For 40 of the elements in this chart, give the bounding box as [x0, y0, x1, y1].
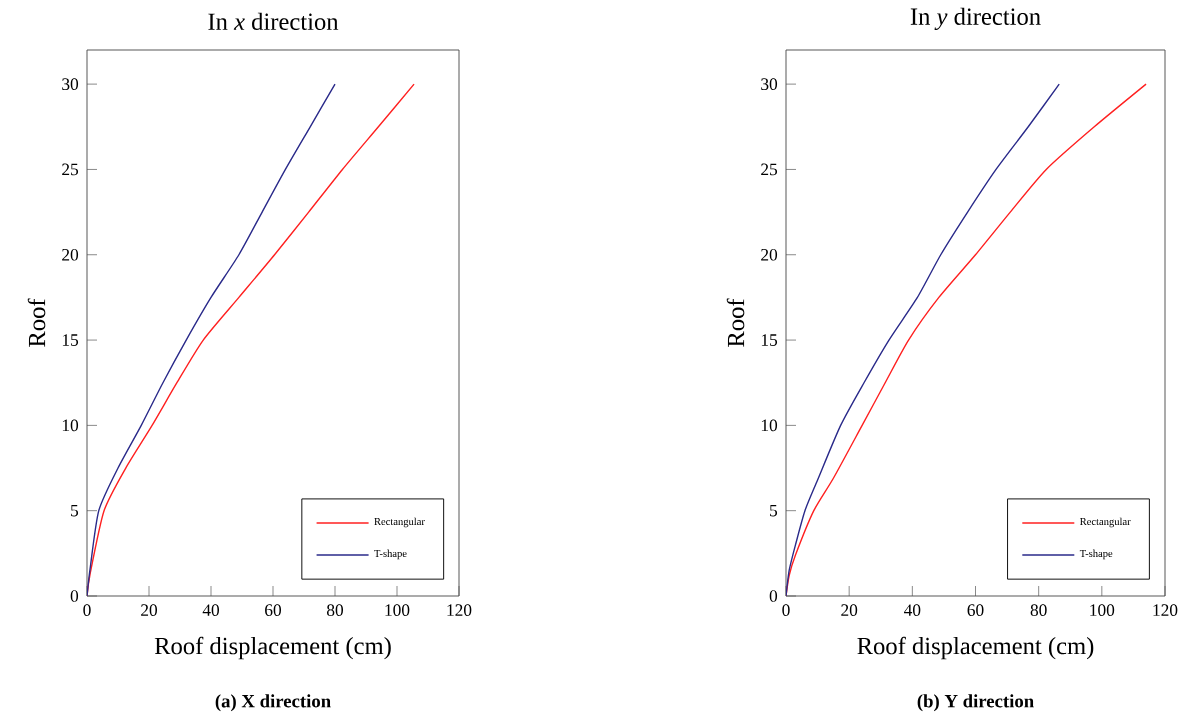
x-tick-label: 120: [447, 604, 472, 616]
x-tick-label: 40: [202, 604, 220, 616]
x-axis-title: Roof displacement (cm): [154, 636, 391, 660]
y-tick-label: 0: [70, 590, 79, 602]
x-tick-label: 100: [1090, 604, 1115, 616]
y-axis-title: Roof: [726, 298, 745, 347]
legend-label: Rectangular: [1079, 517, 1131, 528]
x-tick-label: 100: [385, 604, 410, 616]
x-tick-label: 120: [1153, 604, 1178, 616]
y-tick-label: 20: [761, 248, 778, 261]
y-tick-label: 20: [62, 248, 79, 261]
text: (a) X direction: [215, 694, 331, 712]
y-tick-label: 25: [62, 163, 79, 176]
legend-label: T-shape: [374, 549, 407, 560]
legend-label: Rectangular: [374, 517, 425, 528]
text: (b) Y direction: [917, 694, 1034, 712]
x-tick-label: 40: [904, 604, 921, 616]
y-tick-label: 25: [761, 163, 778, 176]
y-tick-label: 5: [71, 504, 79, 517]
x-tick-label: 60: [967, 604, 984, 616]
x-tick-label: 0: [782, 604, 790, 616]
y-tick-label: 0: [769, 590, 778, 602]
y-tick-label: 5: [770, 504, 778, 517]
x-tick-label: 0: [83, 604, 91, 616]
chart-title: In y direction: [910, 7, 1041, 30]
chart-title: In x direction: [208, 12, 339, 31]
x-tick-label: 80: [327, 604, 344, 616]
y-tick-label: 30: [62, 78, 79, 90]
x-tick-label: 20: [841, 604, 858, 616]
legend-label: T-shape: [1079, 549, 1113, 560]
x-tick-label: 80: [1030, 604, 1047, 616]
y-tick-label: 15: [761, 334, 778, 346]
y-tick-label: 30: [761, 78, 778, 90]
y-tick-label: 15: [62, 334, 79, 346]
y-axis-title: Roof: [27, 298, 46, 347]
y-tick-label: 10: [761, 419, 778, 432]
x-tick-label: 20: [141, 604, 158, 616]
x-tick-label: 60: [265, 604, 282, 616]
x-axis-title: Roof displacement (cm): [857, 636, 1094, 660]
y-tick-label: 10: [62, 419, 79, 432]
